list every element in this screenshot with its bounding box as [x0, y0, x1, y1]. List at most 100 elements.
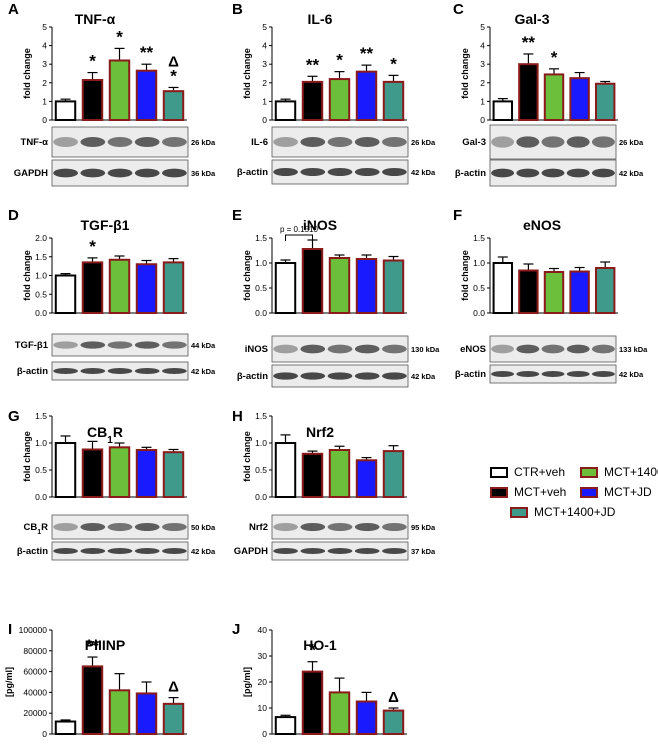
bar-mct-veh [301, 452, 324, 498]
bar-mct-1400 [108, 59, 131, 121]
y-tick-label: 0 [42, 115, 47, 125]
blot-band [134, 341, 160, 349]
panel-letter: A [8, 1, 19, 18]
blot-label: β-actin [455, 369, 486, 380]
blot-band [300, 523, 326, 531]
y-tick-label: 20000 [23, 708, 47, 718]
blot-size-label: 36 kDa [191, 169, 216, 178]
y-tick-label: 0.0 [35, 308, 47, 318]
panel-letter: G [8, 408, 20, 425]
blot-band [382, 168, 407, 176]
blot-band [53, 523, 78, 531]
chart-title: PIIINP [85, 637, 125, 653]
bar-mct-1400 [108, 446, 131, 499]
blot-band [80, 137, 106, 147]
y-tick-label: 0.5 [473, 283, 485, 293]
p-value-label: p = 0.1510 [280, 225, 319, 234]
blot-band [382, 372, 407, 380]
blot-band [107, 168, 133, 178]
y-tick-label: 20 [258, 677, 268, 687]
bar-mct-1400 [328, 449, 351, 498]
y-tick-label: 1 [42, 96, 47, 106]
blot-band [273, 137, 298, 147]
blot-label: GAPDH [14, 168, 48, 179]
blot-band [354, 548, 380, 554]
blot-band [107, 548, 133, 554]
blot-band [566, 136, 590, 148]
blot-band [382, 548, 407, 554]
blot-band [273, 548, 298, 554]
significance-marker: * [551, 48, 558, 67]
blot-band [591, 344, 615, 354]
significance-marker: * [336, 51, 343, 70]
y-tick-label: 0.0 [255, 492, 267, 502]
chart-title: eNOS [523, 217, 561, 233]
y-tick-label: 1.0 [473, 258, 485, 268]
legend: CTR+veh MCT+1400 MCT+veh MCT+JD MCT+1400… [490, 465, 658, 525]
blot-band [300, 372, 326, 380]
bar-mct-jd [355, 700, 378, 735]
legend-item-mct-veh: MCT+veh [490, 485, 566, 499]
blot-band [327, 344, 353, 354]
legend-item-mct-1400: MCT+1400 [580, 465, 658, 479]
panel-letter: C [453, 1, 464, 18]
blot-band [107, 137, 133, 147]
y-tick-label: 100000 [19, 625, 48, 635]
blot-label: GAPDH [234, 546, 268, 557]
panel-letter: F [453, 207, 462, 224]
y-tick-label: 0.5 [255, 465, 267, 475]
blot-band [134, 548, 160, 554]
blot-band [134, 137, 160, 147]
blot-band [566, 371, 590, 377]
y-tick-label: 10 [258, 703, 268, 713]
y-tick-label: 0 [480, 115, 485, 125]
bar-ctr-veh [54, 100, 77, 122]
y-tick-label: 0.0 [255, 308, 267, 318]
significance-marker: ** [86, 636, 100, 655]
bar-ctr-veh [274, 262, 297, 314]
chart-title: IL-6 [308, 11, 333, 27]
bar-mct-veh [301, 670, 324, 735]
bar-mct-jd [135, 263, 158, 314]
blot-label: IL-6 [251, 137, 268, 148]
blot-band [300, 168, 326, 176]
blot-size-label: 42 kDa [191, 547, 216, 556]
blot-band [53, 548, 78, 554]
delta-marker: Δ [168, 53, 179, 70]
y-tick-label: 1.0 [255, 258, 267, 268]
blot-band [327, 168, 353, 176]
legend-label: MCT+veh [514, 485, 567, 499]
y-axis-label: [pg/ml] [4, 667, 14, 697]
significance-marker: ** [306, 55, 320, 74]
blot-band [491, 371, 515, 377]
blot-band [53, 168, 78, 178]
significance-marker: ** [360, 44, 374, 63]
blot-band [80, 523, 106, 531]
blot-band [541, 136, 565, 148]
legend-swatch [510, 506, 528, 518]
blot-band [354, 372, 380, 380]
blot-band [516, 136, 540, 148]
bar-mct-veh [518, 63, 539, 121]
blot-band [327, 137, 353, 147]
bar-mct-1400-jd [382, 709, 405, 735]
legend-label: MCT+JD [604, 485, 652, 499]
blot-band [491, 344, 515, 354]
bar-mct-1400-jd [382, 450, 405, 499]
blot-band [591, 136, 615, 148]
y-tick-label: 3 [262, 59, 267, 69]
bar-mct-veh [301, 248, 324, 314]
y-tick-label: 4 [480, 41, 485, 51]
significance-marker: * [116, 27, 123, 46]
blot-band [516, 168, 540, 178]
y-tick-label: 5 [42, 22, 47, 32]
blot-band [382, 344, 407, 354]
legend-label: MCT+1400+JD [534, 505, 616, 519]
y-tick-label: 2.0 [35, 233, 47, 243]
blot-label: eNOS [460, 344, 486, 355]
bar-mct-veh [81, 79, 104, 122]
blot-band [541, 371, 565, 377]
